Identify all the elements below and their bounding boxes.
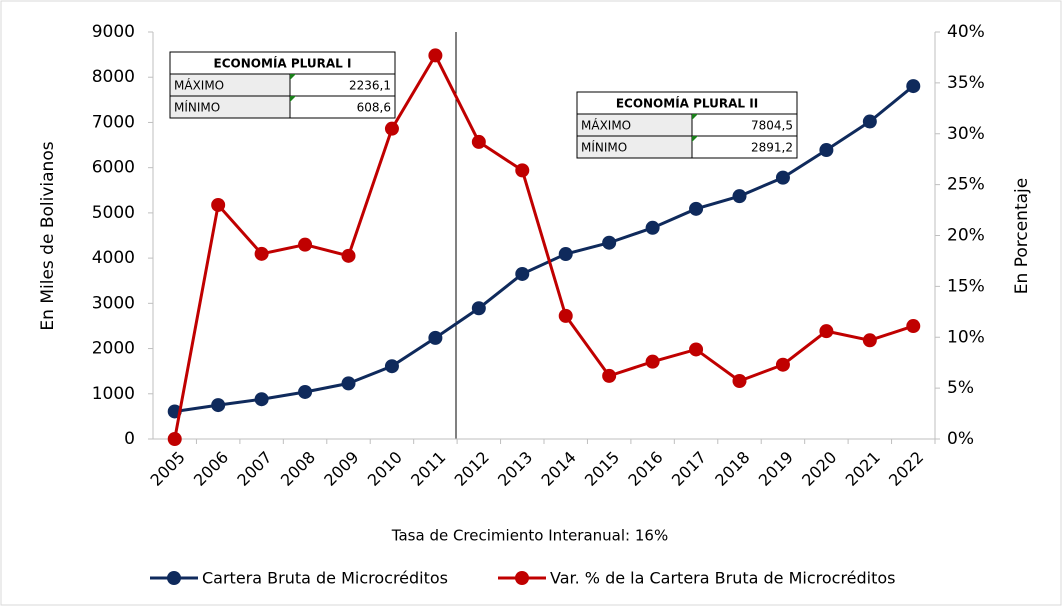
y-tick-label: 9000 — [92, 22, 135, 42]
series-point — [515, 266, 530, 281]
series-point — [732, 189, 747, 204]
y-tick-label: 0 — [124, 429, 135, 449]
y-tick-label: 5000 — [92, 203, 135, 223]
series-point — [211, 197, 226, 212]
series-point — [471, 301, 486, 316]
series-line — [173, 52, 914, 440]
table-title: ECONOMÍA PLURAL II — [616, 96, 758, 111]
y-tick-label: 2000 — [92, 339, 135, 359]
annotation: Tasa de Crecimiento Interanual: 16% — [391, 527, 668, 545]
table-label: MÍNIMO — [581, 140, 627, 155]
series-point — [254, 246, 269, 261]
table-value: 7804,5 — [751, 119, 793, 133]
series-point — [862, 114, 877, 129]
series-point — [211, 398, 226, 413]
series-point — [515, 163, 530, 178]
series-point — [645, 220, 660, 235]
y2-tick-label: 25% — [947, 175, 985, 195]
series-point — [602, 368, 617, 383]
series-point — [341, 376, 356, 391]
y2-tick-label: 30% — [947, 124, 985, 144]
y2-tick-label: 0% — [947, 429, 974, 449]
y2-tick-label: 5% — [947, 378, 974, 398]
cell-flag — [290, 96, 296, 102]
series-point — [732, 374, 747, 389]
y-tick-label: 8000 — [92, 67, 135, 87]
series-line — [174, 84, 915, 413]
series-point — [906, 79, 921, 94]
table-value-cell — [289, 95, 396, 119]
series-point — [558, 247, 573, 262]
series-point — [167, 432, 182, 446]
series-point — [384, 121, 399, 136]
series-point — [819, 143, 834, 158]
y-tick-label: 3000 — [92, 293, 135, 313]
series-point — [862, 333, 877, 348]
table-value: 2891,2 — [751, 141, 793, 155]
series-point — [645, 354, 660, 369]
legend-marker — [167, 571, 181, 585]
y2-axis-title: En Porcentaje — [1012, 178, 1032, 294]
cell-flag — [692, 136, 698, 142]
table-label: MÍNIMO — [174, 100, 220, 115]
series-point — [906, 319, 921, 334]
series-point — [558, 308, 573, 323]
y2-tick-label: 15% — [947, 276, 985, 296]
y-axis-title: En Miles de Bolivianos — [38, 141, 58, 330]
table-value: 608,6 — [357, 101, 391, 115]
y2-tick-label: 35% — [947, 73, 985, 93]
series-point — [428, 48, 443, 63]
series-point — [428, 330, 443, 345]
series-point — [298, 384, 313, 399]
legend-marker — [515, 571, 529, 585]
cell-flag — [290, 74, 296, 80]
y-tick-label: 1000 — [92, 384, 135, 404]
y2-tick-label: 40% — [947, 22, 985, 42]
y-tick-label: 7000 — [92, 112, 135, 132]
series-point — [384, 359, 399, 374]
y2-tick-label: 10% — [947, 327, 985, 347]
table-value-cell — [691, 135, 798, 159]
cell-flag — [692, 114, 698, 120]
legend-label: Cartera Bruta de Microcréditos — [202, 569, 448, 588]
series-point — [471, 134, 486, 149]
series-point — [298, 237, 313, 252]
series-point — [254, 392, 269, 407]
series-point — [819, 324, 834, 339]
series-point — [689, 342, 704, 357]
series-point — [602, 235, 617, 250]
series-point — [689, 201, 704, 216]
table-title: ECONOMÍA PLURAL I — [214, 56, 352, 71]
table-label: MÁXIMO — [581, 118, 631, 133]
series-point — [341, 248, 356, 263]
table-value: 2236,1 — [349, 79, 391, 93]
y2-tick-label: 20% — [947, 226, 985, 246]
legend-label: Var. % de la Cartera Bruta de Microcrédi… — [550, 569, 896, 588]
y-tick-label: 4000 — [92, 248, 135, 268]
y-tick-label: 6000 — [92, 158, 135, 178]
series-point — [775, 357, 790, 372]
series-point — [775, 170, 790, 185]
table-label: MÁXIMO — [174, 78, 224, 93]
